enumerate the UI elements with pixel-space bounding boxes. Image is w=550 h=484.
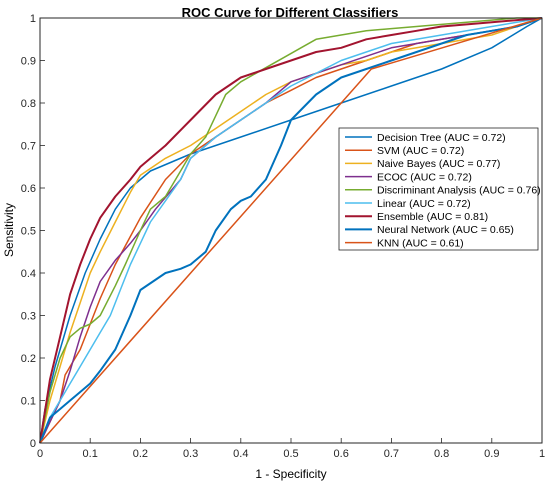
legend-label: Neural Network (AUC = 0.65) bbox=[377, 224, 514, 236]
series-line bbox=[39, 17, 543, 444]
x-tick-label: 0 bbox=[37, 448, 43, 460]
x-tick-label: 0.6 bbox=[334, 448, 349, 460]
x-tick-label: 0.9 bbox=[484, 448, 499, 460]
y-tick-label: 0.4 bbox=[21, 268, 36, 280]
legend-label: KNN (AUC = 0.61) bbox=[377, 237, 464, 249]
chart-title: ROC Curve for Different Classifiers bbox=[182, 5, 399, 20]
legend-label: Linear (AUC = 0.72) bbox=[377, 198, 471, 210]
legend-label: SVM (AUC = 0.72) bbox=[377, 145, 464, 157]
legend-box bbox=[338, 127, 539, 251]
legend: Decision Tree (AUC = 0.72)SVM (AUC = 0.7… bbox=[338, 127, 541, 251]
legend-label: Decision Tree (AUC = 0.72) bbox=[377, 132, 506, 144]
legend-label: Ensemble (AUC = 0.81) bbox=[377, 211, 488, 223]
y-tick-label: 0.6 bbox=[21, 183, 36, 195]
x-axis-label: 1 - Specificity bbox=[255, 467, 326, 481]
x-tick-label: 0.8 bbox=[434, 448, 449, 460]
legend-label: Discriminant Analysis (AUC = 0.76) bbox=[377, 185, 541, 197]
series-line bbox=[39, 17, 543, 444]
x-tick-label: 0.1 bbox=[83, 448, 98, 460]
series-line bbox=[39, 17, 542, 444]
y-tick-label: 0.2 bbox=[21, 353, 36, 365]
y-axis-label: Sensitivity bbox=[2, 203, 16, 257]
y-tick-label: 0 bbox=[30, 438, 36, 450]
x-tick-label: 0.2 bbox=[133, 448, 148, 460]
legend-label: Naive Bayes (AUC = 0.77) bbox=[377, 158, 500, 170]
y-tick-label: 0.3 bbox=[21, 311, 36, 323]
x-tick-label: 1 bbox=[539, 448, 545, 460]
y-tick-label: 0.8 bbox=[21, 98, 36, 110]
plot-area: 0 0.1 0.2 0.3 0.4 0.5 0.6 0.7 0.8 0.9 1 0 0.1 0.2 0.3 0… bbox=[21, 13, 545, 460]
x-tick-label: 0.3 bbox=[183, 448, 198, 460]
y-tick-label: 1 bbox=[30, 13, 36, 25]
series-line bbox=[39, 17, 543, 444]
y-tick-label: 0.1 bbox=[21, 396, 36, 408]
y-tick-label: 0.7 bbox=[21, 141, 36, 153]
series-group bbox=[39, 17, 543, 444]
ticks-group: 0 0.1 0.2 0.3 0.4 0.5 0.6 0.7 0.8 0.9 1 0 0.1 0.2 0.3 0… bbox=[21, 13, 545, 460]
x-tick-label: 0.7 bbox=[384, 448, 399, 460]
y-tick-label: 0.5 bbox=[21, 226, 36, 238]
y-tick-label: 0.9 bbox=[21, 56, 36, 68]
legend-label: ECOC (AUC = 0.72) bbox=[377, 171, 472, 183]
x-tick-label: 0.4 bbox=[233, 448, 248, 460]
x-tick-label: 0.5 bbox=[283, 448, 298, 460]
series-line bbox=[39, 17, 543, 444]
series-line bbox=[39, 17, 543, 444]
